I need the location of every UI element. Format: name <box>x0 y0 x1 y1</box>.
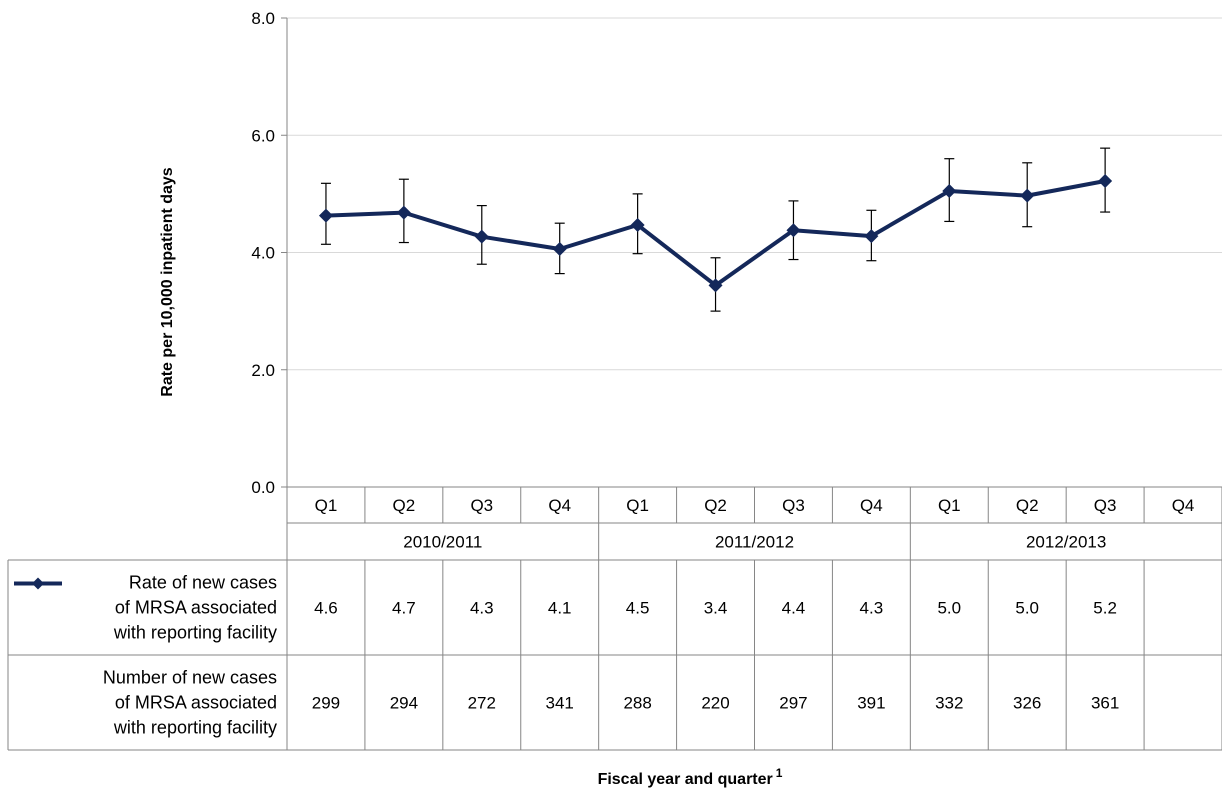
table-cell: 4.6 <box>314 599 338 618</box>
x-axis-title-footnote: 1 <box>776 766 783 780</box>
table-cell: 4.3 <box>860 599 884 618</box>
x-axis-title: Fiscal year and quarter 1 <box>598 766 783 788</box>
table-cell: 391 <box>857 694 885 713</box>
x-tick-label: Q1 <box>938 496 961 515</box>
data-point <box>552 241 567 256</box>
data-point <box>708 278 723 293</box>
x-tick-label: Q2 <box>393 496 416 515</box>
x-axis-title-text: Fiscal year and quarter <box>598 771 773 788</box>
table-cell: 5.2 <box>1093 599 1117 618</box>
table-cell: 3.4 <box>704 599 728 618</box>
table-cell: 294 <box>390 694 418 713</box>
data-table: Q1 Q2 Q3 Q4 Q1 Q2 Q3 Q4 Q1 Q2 Q3 Q4 2010/2011 2011/20… <box>7 486 1222 751</box>
table-cell: 332 <box>935 694 963 713</box>
table-cell: 297 <box>779 694 807 713</box>
data-point <box>1020 188 1035 203</box>
table-cell: 5.0 <box>937 599 961 618</box>
table-cell: 361 <box>1091 694 1119 713</box>
y-tick-label: 6.0 <box>251 126 275 145</box>
table-cell: 4.3 <box>470 599 494 618</box>
y-tick-label: 4.0 <box>251 244 275 263</box>
table-cell: 4.7 <box>392 599 416 618</box>
table-row-label-line: Number of new cases <box>103 668 277 688</box>
table-cell: 4.5 <box>626 599 650 618</box>
table-row-label-line: with reporting facility <box>113 623 277 643</box>
table-row-label-line: with reporting facility <box>113 718 277 738</box>
gridlines <box>287 17 1222 371</box>
table-cell: 341 <box>546 694 574 713</box>
x-tick-label: Q4 <box>1172 496 1195 515</box>
series-layer <box>318 147 1113 312</box>
x-tick-label: Q3 <box>782 496 805 515</box>
table-cell: 4.1 <box>548 599 572 618</box>
table-cell: 288 <box>623 694 651 713</box>
y-axis-title: Rate per 10,000 inpatient days <box>159 167 176 397</box>
x-tick-label: Q3 <box>470 496 493 515</box>
x-tick-label: Q1 <box>315 496 338 515</box>
axes: 0.0 2.0 4.0 6.0 8.0 <box>251 9 288 497</box>
year-label: 2010/2011 <box>403 533 482 552</box>
y-tick-label: 8.0 <box>251 9 275 28</box>
table-cell: 326 <box>1013 694 1041 713</box>
data-point <box>1098 173 1113 188</box>
table-cell: 299 <box>312 694 340 713</box>
data-point <box>864 229 879 244</box>
x-tick-label: Q4 <box>548 496 571 515</box>
data-point <box>396 205 411 220</box>
legend-marker <box>32 577 44 590</box>
table-cell: 5.0 <box>1015 599 1039 618</box>
table-cell: 220 <box>701 694 729 713</box>
x-tick-label: Q1 <box>626 496 649 515</box>
table-row-label-line: of MRSA associated <box>115 693 277 713</box>
data-point <box>942 183 957 198</box>
table-row-label-line: of MRSA associated <box>115 598 277 618</box>
y-tick-label: 2.0 <box>251 361 275 380</box>
table-cell: 4.4 <box>782 599 806 618</box>
x-tick-label: Q4 <box>860 496 883 515</box>
table-cell: 272 <box>468 694 496 713</box>
data-point <box>318 208 333 223</box>
year-label: 2011/2012 <box>715 533 794 552</box>
data-point <box>474 229 489 244</box>
y-tick-label: 0.0 <box>251 478 275 497</box>
x-tick-label: Q2 <box>704 496 727 515</box>
data-point <box>786 223 801 238</box>
table-row-label-line: Rate of new cases <box>129 573 277 593</box>
x-tick-label: Q3 <box>1094 496 1117 515</box>
year-label: 2012/2013 <box>1026 533 1106 552</box>
x-tick-label: Q2 <box>1016 496 1039 515</box>
data-point <box>630 217 645 232</box>
